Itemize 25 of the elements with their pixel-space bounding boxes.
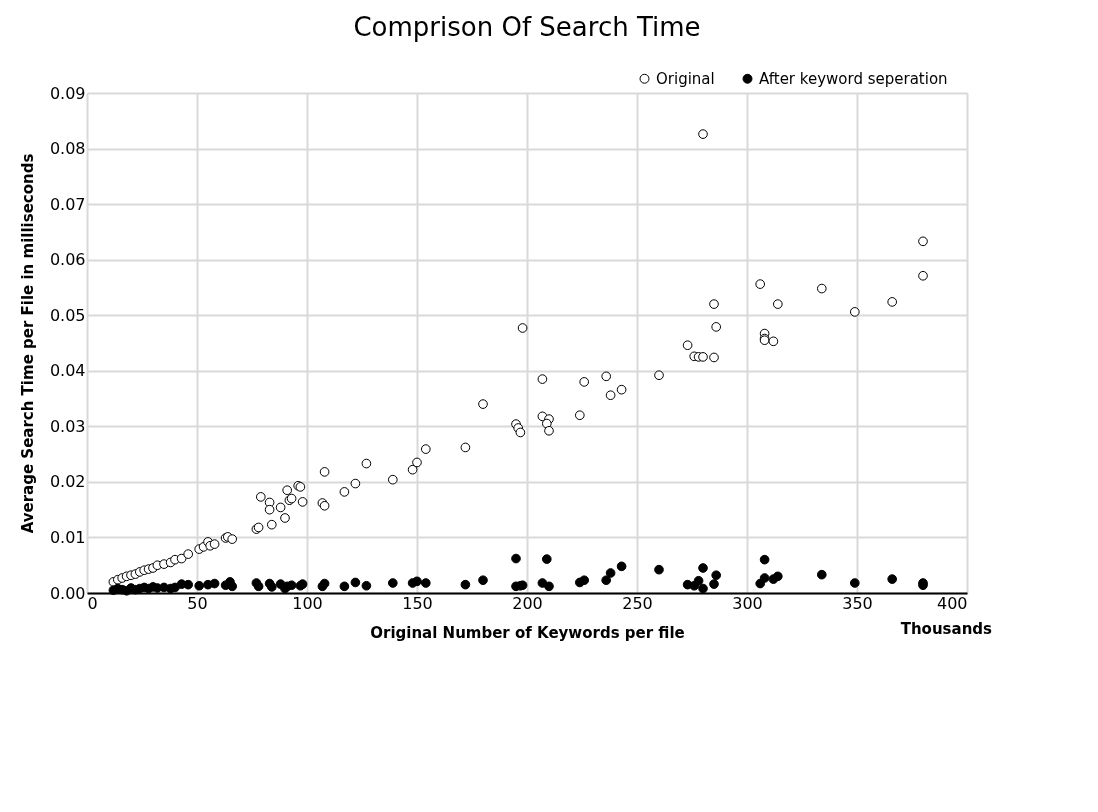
- x-tick-label: 50: [187, 593, 208, 613]
- chart-title: Comprison Of Search Time: [353, 12, 701, 42]
- y-tick-label: 0.02: [49, 472, 86, 492]
- y-tick-label: 0.05: [49, 305, 86, 325]
- y-tick-label: 0.08: [49, 139, 86, 159]
- x-tick-label: 300: [732, 593, 763, 613]
- y-tick-label: 0.09: [49, 83, 86, 103]
- x-tick-label: 200: [512, 593, 543, 613]
- x-tick-label: 100: [292, 593, 323, 613]
- y-tick-label: 0.06: [49, 250, 86, 270]
- x-tick-label: 350: [842, 593, 873, 613]
- y-tick-label: 0.01: [49, 527, 86, 547]
- text: Thousands: [900, 620, 993, 638]
- x-tick-label: 150: [402, 593, 433, 613]
- x-tick-label: 400: [936, 593, 968, 613]
- x-tick-label: 0: [87, 593, 98, 613]
- y-tick-label: 0.04: [49, 361, 86, 381]
- y-tick-label: 0.00: [49, 583, 86, 603]
- y-tick-label: 0.07: [49, 194, 86, 214]
- legend-label: After keyword seperation: [759, 69, 948, 88]
- x-axis-title: Original Number of Keywords per file: [370, 623, 685, 642]
- legend-label: Original: [656, 69, 715, 88]
- y-axis-title: Average Search Time per File in milliseconds: [18, 153, 37, 534]
- y-tick-label: 0.03: [49, 416, 86, 436]
- x-tick-label: 250: [622, 593, 653, 613]
